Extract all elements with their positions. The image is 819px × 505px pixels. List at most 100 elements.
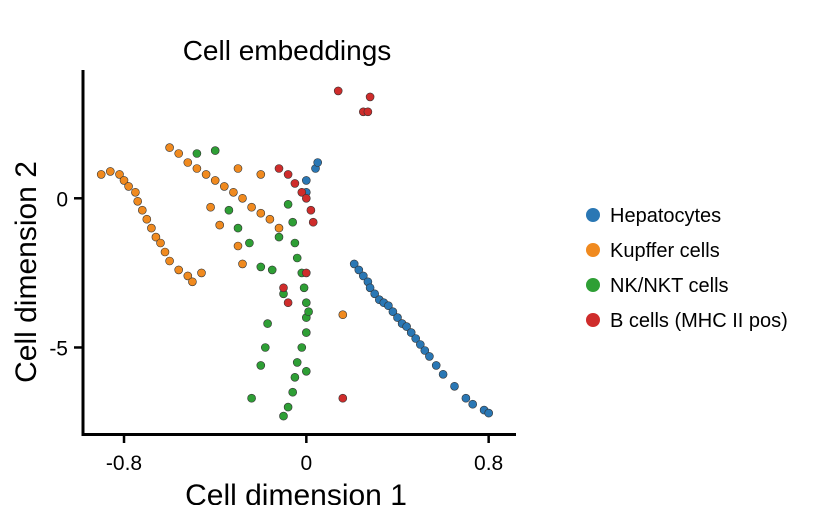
data-point bbox=[411, 334, 421, 343]
data-point bbox=[260, 343, 270, 352]
data-point bbox=[238, 194, 247, 203]
data-point bbox=[461, 393, 471, 403]
y-axis-label: Cell dimension 2 bbox=[10, 161, 43, 383]
data-point bbox=[274, 164, 284, 173]
legend-label: B cells (MHC II pos) bbox=[610, 310, 788, 332]
data-point bbox=[279, 411, 288, 421]
x-ticks: -0.8 0 0.8 bbox=[106, 434, 503, 475]
data-point bbox=[301, 366, 311, 376]
chart-title: Cell embeddings bbox=[183, 35, 392, 66]
data-point bbox=[358, 271, 368, 281]
data-point bbox=[274, 232, 284, 242]
data-point bbox=[292, 358, 302, 367]
data-point bbox=[174, 265, 183, 275]
data-point bbox=[247, 202, 256, 212]
data-point bbox=[183, 158, 193, 167]
data-point bbox=[156, 238, 165, 248]
data-point bbox=[431, 361, 441, 370]
data-point bbox=[306, 205, 316, 215]
data-point bbox=[233, 223, 243, 233]
data-point bbox=[119, 176, 129, 185]
points-layer bbox=[96, 86, 494, 421]
data-point bbox=[265, 214, 275, 224]
data-point bbox=[299, 283, 309, 293]
data-point bbox=[290, 238, 300, 248]
legend-marker bbox=[586, 313, 600, 327]
data-point bbox=[147, 223, 156, 233]
data-point bbox=[165, 143, 174, 152]
legend: Hepatocytes Kupffer cells NK/NKT cells B ce… bbox=[586, 205, 788, 332]
data-point bbox=[229, 188, 238, 197]
data-point bbox=[256, 262, 266, 272]
data-point bbox=[301, 328, 311, 337]
data-point bbox=[133, 197, 142, 206]
data-point bbox=[245, 238, 254, 248]
data-point bbox=[290, 179, 300, 188]
data-point bbox=[402, 322, 411, 331]
data-point bbox=[279, 283, 288, 293]
data-point bbox=[201, 170, 211, 179]
data-point bbox=[215, 220, 224, 230]
x-tick-label: 0 bbox=[300, 452, 312, 475]
data-point bbox=[354, 265, 364, 275]
data-point bbox=[365, 283, 375, 293]
data-point bbox=[274, 223, 284, 233]
data-point bbox=[301, 194, 311, 203]
data-point bbox=[301, 268, 311, 278]
legend-marker bbox=[586, 278, 600, 292]
data-point bbox=[301, 176, 311, 185]
data-point bbox=[174, 149, 183, 158]
data-point bbox=[283, 170, 293, 179]
data-point bbox=[450, 381, 459, 391]
data-point bbox=[188, 277, 197, 287]
data-point bbox=[106, 167, 115, 176]
data-point bbox=[338, 310, 348, 320]
data-point bbox=[151, 232, 161, 242]
data-point bbox=[288, 387, 298, 397]
legend-label: Kupffer cells bbox=[610, 240, 720, 262]
data-point bbox=[292, 253, 302, 263]
data-point bbox=[349, 259, 359, 269]
data-point bbox=[338, 393, 348, 403]
y-tick-label: -5 bbox=[49, 337, 68, 360]
data-point bbox=[468, 399, 478, 409]
data-point bbox=[206, 202, 215, 212]
data-point bbox=[256, 170, 266, 179]
legend-label: Hepatocytes bbox=[610, 205, 721, 227]
data-point bbox=[224, 205, 234, 215]
data-point bbox=[370, 289, 380, 299]
data-point bbox=[283, 298, 293, 308]
data-point bbox=[165, 256, 174, 266]
legend-label: NK/NKT cells bbox=[610, 275, 729, 297]
data-point bbox=[365, 92, 375, 102]
legend-marker bbox=[586, 243, 600, 257]
data-point bbox=[283, 402, 293, 412]
data-point bbox=[192, 164, 202, 173]
series-hepatocytes bbox=[301, 158, 494, 418]
y-tick-label: 0 bbox=[56, 188, 68, 211]
data-point bbox=[138, 205, 147, 215]
data-point bbox=[267, 265, 277, 275]
data-point bbox=[233, 164, 243, 173]
data-point bbox=[313, 158, 323, 167]
data-point bbox=[115, 170, 124, 179]
data-point bbox=[142, 214, 152, 224]
data-point bbox=[197, 268, 206, 278]
y-ticks: 0 -5 bbox=[49, 188, 83, 360]
data-point bbox=[308, 217, 318, 227]
x-tick-label: 0.8 bbox=[474, 452, 503, 475]
data-point bbox=[420, 346, 430, 355]
data-point bbox=[256, 208, 266, 218]
legend-marker bbox=[586, 208, 600, 222]
data-point bbox=[288, 217, 298, 227]
data-point bbox=[233, 241, 243, 251]
data-point bbox=[131, 188, 140, 197]
data-point bbox=[210, 176, 220, 185]
data-point bbox=[220, 182, 229, 191]
series-kupffer-cells bbox=[96, 143, 348, 320]
data-point bbox=[297, 343, 307, 352]
data-point bbox=[124, 182, 133, 191]
data-point bbox=[384, 301, 393, 311]
data-point bbox=[406, 328, 416, 337]
